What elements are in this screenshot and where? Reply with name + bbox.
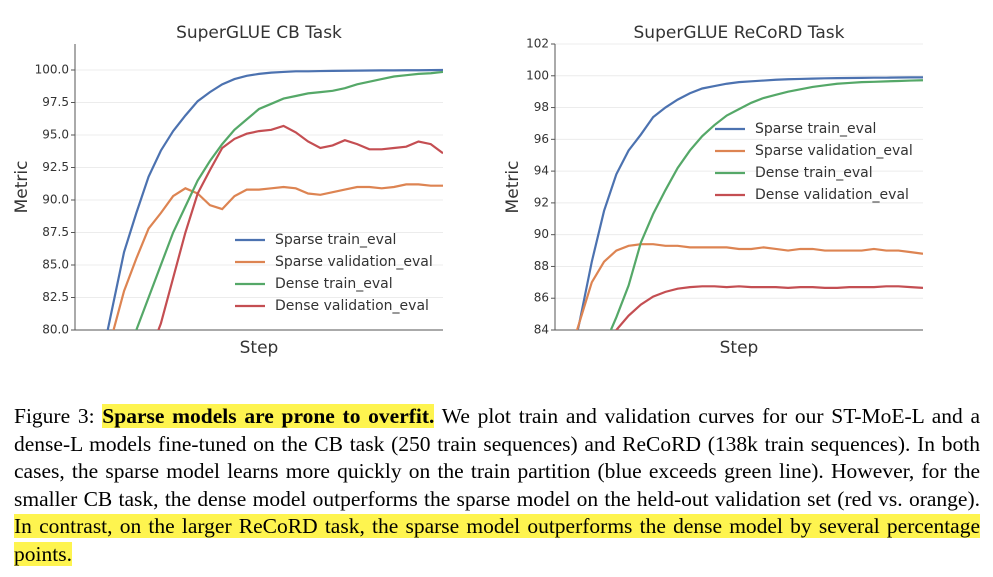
y-tick-label: 94 [534, 164, 549, 178]
series-line [135, 70, 443, 330]
y-axis-label: Metric [503, 161, 523, 214]
y-axis-label: Metric [12, 161, 32, 214]
legend-label: Dense validation_eval [275, 298, 429, 314]
series-line [157, 124, 443, 330]
y-tick-label: 92 [534, 195, 549, 209]
legend-label: Sparse validation_eval [755, 143, 913, 159]
legend-label: Dense validation_eval [755, 187, 909, 203]
legend-label: Sparse validation_eval [275, 254, 433, 270]
series-line [609, 79, 923, 330]
chart-title: SuperGLUE ReCoRD Task [634, 23, 845, 43]
y-tick-label: 100.0 [35, 63, 69, 77]
y-tick-label: 82.5 [42, 290, 69, 304]
legend-label: Dense train_eval [275, 276, 393, 292]
legend-label: Dense train_eval [755, 165, 873, 181]
y-tick-label: 102 [526, 37, 549, 51]
y-tick-label: 88 [534, 259, 549, 273]
series-line [575, 243, 923, 330]
y-tick-label: 84 [534, 323, 549, 337]
caption-bold: Sparse models are prone to overfit. [102, 404, 435, 428]
series-line [112, 183, 443, 330]
caption-body: We plot train and validation curves for … [14, 404, 981, 511]
chart-title: SuperGLUE CB Task [176, 23, 342, 43]
y-tick-label: 97.5 [42, 95, 69, 109]
legend-label: Sparse train_eval [755, 121, 876, 137]
caption-highlight: In contrast, on the larger ReCoRD task, … [14, 514, 980, 566]
y-tick-label: 90.0 [42, 193, 69, 207]
x-axis-label: Step [720, 338, 759, 358]
y-tick-label: 98 [534, 100, 549, 114]
y-tick-label: 92.5 [42, 160, 69, 174]
y-tick-label: 100 [526, 68, 549, 82]
y-tick-label: 95.0 [42, 128, 69, 142]
caption-label: Figure 3: [14, 404, 95, 428]
y-tick-label: 87.5 [42, 225, 69, 239]
y-tick-label: 90 [534, 227, 549, 241]
x-axis-label: Step [240, 338, 279, 358]
figure: 80.0 82.5 85.0 87.5 90.0 92.5 95.0 97.5 100.0 Sup… [12, 23, 923, 358]
series-line [106, 68, 443, 330]
series-line [615, 285, 923, 330]
y-tick-label: 85.0 [42, 258, 69, 272]
series-line [576, 76, 923, 330]
caption: Figure 3: Sparse models are prone to ove… [14, 403, 980, 568]
y-tick-label: 80.0 [42, 323, 69, 337]
legend-label: Sparse train_eval [275, 232, 396, 248]
y-tick-label: 96 [534, 132, 549, 146]
y-tick-label: 86 [534, 291, 549, 305]
